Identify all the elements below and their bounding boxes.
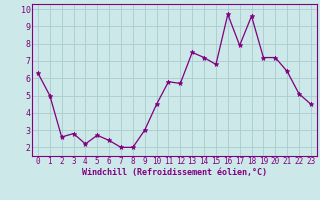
X-axis label: Windchill (Refroidissement éolien,°C): Windchill (Refroidissement éolien,°C)	[82, 168, 267, 177]
